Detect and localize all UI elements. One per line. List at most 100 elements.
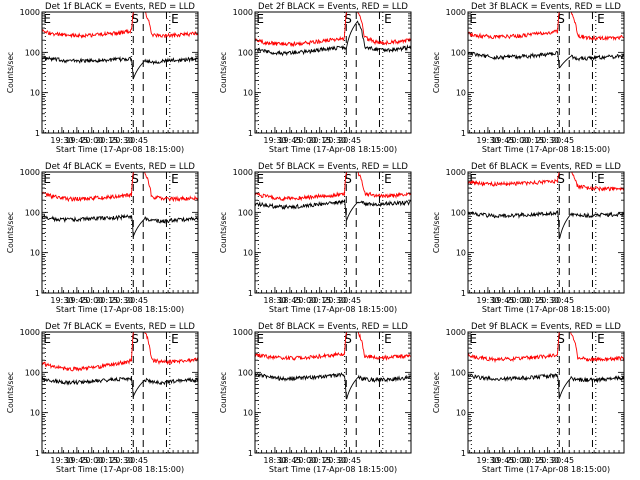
x-tick-label: 20:00 xyxy=(80,296,103,305)
y-tick-label: 100 xyxy=(238,208,253,217)
event-marker-label: S xyxy=(344,172,352,186)
series-line-lld xyxy=(42,172,198,203)
y-tick-label: 1000 xyxy=(233,168,253,177)
y-tick-label: 1000 xyxy=(446,168,466,177)
event-marker-label: E xyxy=(469,332,477,346)
event-marker-label: E xyxy=(384,12,392,26)
y-tick-label: 1 xyxy=(248,449,253,458)
y-tick-label: 1000 xyxy=(446,8,466,17)
y-tick-label: 1000 xyxy=(20,168,40,177)
x-axis-label: Start Time (17-Apr-08 18:15:00) xyxy=(482,305,610,314)
x-tick-label: 20:45 xyxy=(338,456,361,465)
event-marker-label: E xyxy=(171,172,179,186)
event-marker-label: E xyxy=(469,12,477,26)
series-line-events xyxy=(255,20,411,57)
y-tick-label: 10 xyxy=(243,409,253,418)
x-tick-label: 18:30 xyxy=(263,456,286,465)
x-tick-label: 20:00 xyxy=(506,296,529,305)
x-tick-label: 20:45 xyxy=(338,136,361,145)
x-axis-label: Start Time (17-Apr-08 18:15:00) xyxy=(482,145,610,154)
y-tick-label: 10 xyxy=(30,249,40,258)
event-marker-label: E xyxy=(43,12,51,26)
y-axis-label: Counts/sec xyxy=(432,52,441,93)
x-tick-label: 20:30 xyxy=(110,296,133,305)
y-tick-label: 10 xyxy=(456,249,466,258)
y-tick-label: 100 xyxy=(25,368,40,377)
chart-title: Det 3f BLACK = Events, RED = LLD xyxy=(471,2,621,12)
x-tick-label: 18:45 xyxy=(278,456,301,465)
x-tick-label: 20:15 xyxy=(521,136,544,145)
x-tick-label: 19:30 xyxy=(50,456,73,465)
event-marker-label: S xyxy=(131,332,139,346)
x-tick-label: 20:00 xyxy=(80,136,103,145)
x-axis-label: Start Time (17-Apr-08 18:15:00) xyxy=(56,145,184,154)
event-marker-label: S xyxy=(557,332,565,346)
y-tick-label: 100 xyxy=(451,208,466,217)
y-tick-label: 1000 xyxy=(233,328,253,337)
event-marker-label: E xyxy=(171,12,179,26)
event-marker-label: E xyxy=(384,332,392,346)
x-tick-label: 20:30 xyxy=(536,296,559,305)
x-tick-label: 20:15 xyxy=(521,296,544,305)
x-tick-label: 19:45 xyxy=(491,456,514,465)
plot-frame xyxy=(254,11,412,134)
series-line-events xyxy=(468,210,624,239)
event-marker-label: E xyxy=(597,172,605,186)
y-axis-label: Counts/sec xyxy=(219,372,228,413)
series-line-lld xyxy=(468,172,624,192)
y-axis-label: Counts/sec xyxy=(432,372,441,413)
x-tick-label: 20:30 xyxy=(323,296,346,305)
series-line-lld xyxy=(468,12,624,42)
x-tick-label: 19:45 xyxy=(278,136,301,145)
plot-frame xyxy=(467,11,625,134)
x-tick-label: 19:30 xyxy=(476,456,499,465)
x-axis-label: Start Time (17-Apr-08 18:15:00) xyxy=(269,145,397,154)
series-line-events xyxy=(255,371,411,400)
x-tick-label: 20:15 xyxy=(308,136,331,145)
y-tick-label: 1 xyxy=(248,129,253,138)
x-tick-label: 19:30 xyxy=(50,136,73,145)
x-tick-label: 19:45 xyxy=(65,136,88,145)
y-tick-label: 100 xyxy=(238,48,253,57)
x-tick-label: 19:45 xyxy=(491,296,514,305)
y-tick-label: 1000 xyxy=(20,8,40,17)
chart-title: Det 8f BLACK = Events, RED = LLD xyxy=(258,322,408,332)
x-tick-label: 20:15 xyxy=(95,296,118,305)
x-tick-label: 20:45 xyxy=(125,136,148,145)
event-marker-label: S xyxy=(344,332,352,346)
y-tick-label: 100 xyxy=(238,368,253,377)
chart-title: Det 4f BLACK = Events, RED = LLD xyxy=(45,162,195,172)
series-line-lld xyxy=(468,332,624,364)
y-tick-label: 10 xyxy=(243,89,253,98)
x-tick-label: 20:00 xyxy=(506,136,529,145)
y-tick-label: 1 xyxy=(461,449,466,458)
series-line-events xyxy=(468,50,624,69)
y-tick-label: 100 xyxy=(451,368,466,377)
x-tick-label: 20:30 xyxy=(536,456,559,465)
x-tick-label: 20:30 xyxy=(110,136,133,145)
x-tick-label: 20:00 xyxy=(80,456,103,465)
x-axis-label: Start Time (17-Apr-08 18:15:00) xyxy=(56,305,184,314)
x-tick-label: 19:45 xyxy=(65,456,88,465)
event-marker-label: S xyxy=(131,172,139,186)
x-tick-label: 19:30 xyxy=(476,136,499,145)
x-tick-label: 19:45 xyxy=(65,296,88,305)
x-tick-label: 19:30 xyxy=(263,136,286,145)
chart-title: Det 1f BLACK = Events, RED = LLD xyxy=(45,2,195,12)
x-axis-label: Start Time (17-Apr-08 18:15:00) xyxy=(269,465,397,474)
series-line-lld xyxy=(255,332,411,361)
y-tick-label: 10 xyxy=(243,249,253,258)
x-tick-label: 19:30 xyxy=(50,296,73,305)
x-tick-label: 20:45 xyxy=(551,136,574,145)
y-tick-label: 1 xyxy=(461,129,466,138)
x-tick-label: 20:15 xyxy=(308,456,331,465)
event-marker-label: E xyxy=(171,332,179,346)
y-tick-label: 100 xyxy=(451,48,466,57)
series-line-lld xyxy=(255,12,411,48)
